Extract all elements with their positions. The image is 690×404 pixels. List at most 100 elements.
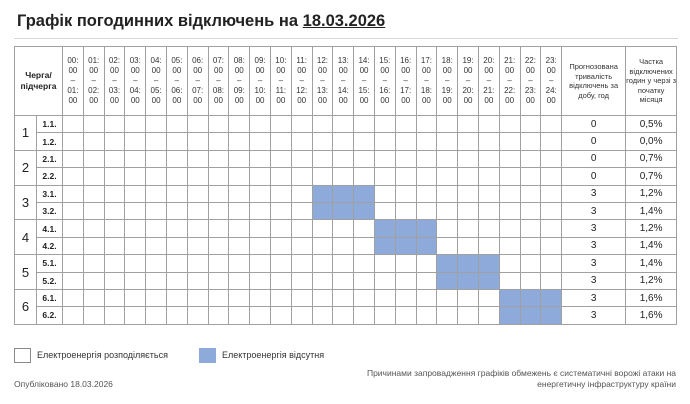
subqueue-label: 6.1.: [36, 288, 63, 308]
hour-label-part: 16:: [379, 86, 391, 95]
hour-cell-power-on: [145, 288, 167, 308]
hour-cell-power-on: [103, 254, 126, 273]
hour-cell-power-on: [145, 271, 167, 290]
hour-cell-power-on: [186, 132, 209, 151]
queue-number: 1: [14, 115, 37, 151]
hour-cell-power-on: [457, 288, 479, 308]
hour-label-part: 07:: [212, 56, 225, 65]
hour-cell-power-on: [498, 254, 521, 273]
hour-cell-power-on: [477, 132, 500, 151]
hour-cell-power-on: [477, 288, 500, 308]
hour-cell-power-on: [228, 184, 251, 203]
outage-duration: 3: [561, 306, 627, 325]
hour-cell-power-off: [498, 288, 521, 308]
subqueue-label: 6.2.: [36, 306, 63, 325]
subqueue-label: 1.2.: [36, 132, 63, 151]
hour-cell-power-on: [207, 149, 230, 169]
hour-cell-power-on: [498, 201, 521, 221]
hour-cell-power-on: [332, 236, 355, 256]
hour-cell-power-on: [540, 254, 563, 273]
hour-cell-power-on: [145, 219, 167, 238]
hour-label-part: 00: [234, 96, 244, 105]
subqueue-label: 2.1.: [36, 149, 63, 169]
hour-label-part: 09:: [233, 86, 245, 95]
hour-cell-power-on: [436, 219, 459, 238]
hour-cell-power-on: [145, 132, 167, 151]
outage-share: 1,2%: [625, 184, 678, 203]
hour-cell-power-on: [103, 167, 126, 186]
hour-cell-power-on: [436, 184, 459, 203]
hour-label-part: 15:: [358, 86, 370, 95]
hour-cell-power-on: [62, 288, 84, 308]
hour-cell-power-on: [62, 306, 84, 325]
hour-cell-power-on: [62, 149, 84, 169]
hour-cell-power-on: [207, 254, 230, 273]
hour-cell-power-on: [145, 149, 167, 169]
hour-column-header: 02: 00–03: 00: [103, 46, 126, 116]
hour-column-header: 03: 00–04: 00: [124, 46, 147, 116]
hour-cell-power-off: [477, 254, 500, 273]
hour-cell-power-on: [436, 149, 459, 169]
hour-cell-power-off: [540, 288, 563, 308]
outage-share: 1,6%: [625, 288, 678, 308]
hour-cell-power-on: [332, 132, 355, 151]
hour-label-part: 00: [297, 66, 307, 75]
hour-cell-power-on: [290, 271, 313, 290]
hour-label-part: 00: [276, 96, 286, 105]
hour-cell-power-on: [207, 236, 230, 256]
hour-label-part: 00: [484, 66, 494, 75]
hour-cell-power-on: [436, 132, 459, 151]
hour-cell-power-on: [228, 149, 251, 169]
hour-cell-power-on: [207, 201, 230, 221]
hour-range-dash: –: [528, 76, 533, 85]
hour-cell-power-off: [519, 306, 542, 325]
hour-cell-power-off: [457, 271, 479, 290]
hour-label-part: 05:: [150, 86, 162, 95]
hour-cell-power-on: [290, 219, 313, 238]
hour-range-dash: –: [91, 76, 96, 85]
hour-cell-power-on: [519, 132, 542, 151]
hour-cell-power-on: [373, 114, 396, 134]
outage-duration: 3: [561, 219, 627, 238]
hour-cell-power-on: [103, 114, 126, 134]
hour-cell-power-on: [82, 201, 105, 221]
hour-cell-power-on: [62, 114, 84, 134]
hour-cell-power-on: [332, 219, 355, 238]
hour-cell-power-on: [415, 271, 438, 290]
subqueue-label: 2.2.: [36, 167, 63, 186]
hour-label-part: 00: [380, 96, 390, 105]
hour-cell-power-on: [186, 219, 209, 238]
hour-label-part: 00: [525, 66, 535, 75]
outage-duration: 3: [561, 184, 627, 203]
hour-cell-power-on: [165, 254, 188, 273]
hour-range-dash: –: [112, 76, 117, 85]
hour-label-part: 11:: [296, 56, 307, 65]
hour-cell-power-on: [82, 306, 105, 325]
hour-cell-power-on: [82, 288, 105, 308]
hour-cell-power-on: [353, 132, 375, 151]
hour-range-dash: –: [361, 76, 367, 85]
hour-cell-power-on: [311, 271, 334, 290]
table-row: 2.2. 0 0,7%: [15, 167, 678, 186]
outage-duration: 0: [561, 114, 627, 134]
hour-cell-power-on: [415, 306, 438, 325]
hour-cell-power-on: [124, 184, 147, 203]
hour-range-dash: –: [341, 76, 346, 85]
hour-label-part: 13:: [316, 86, 329, 95]
hour-cell-power-on: [477, 219, 500, 238]
hour-cell-power-on: [165, 219, 188, 238]
hour-label-part: 00: [359, 66, 369, 75]
hour-label-part: 00: [338, 96, 348, 105]
hour-label-part: 00: [110, 96, 119, 105]
hour-label-part: 12:: [296, 86, 308, 95]
hour-label-part: 15:: [379, 56, 391, 65]
hour-cell-power-on: [394, 149, 417, 169]
hour-cell-power-on: [540, 167, 563, 186]
hour-cell-power-on: [82, 184, 105, 203]
hour-cell-power-on: [228, 254, 251, 273]
hour-cell-power-on: [477, 236, 500, 256]
hour-column-header: 23: 00–24: 00: [540, 46, 563, 116]
table-row: 4 4.1. 3 1,2%: [14, 219, 678, 256]
queue-number: 6: [14, 288, 37, 325]
hour-cell-power-on: [394, 254, 417, 273]
